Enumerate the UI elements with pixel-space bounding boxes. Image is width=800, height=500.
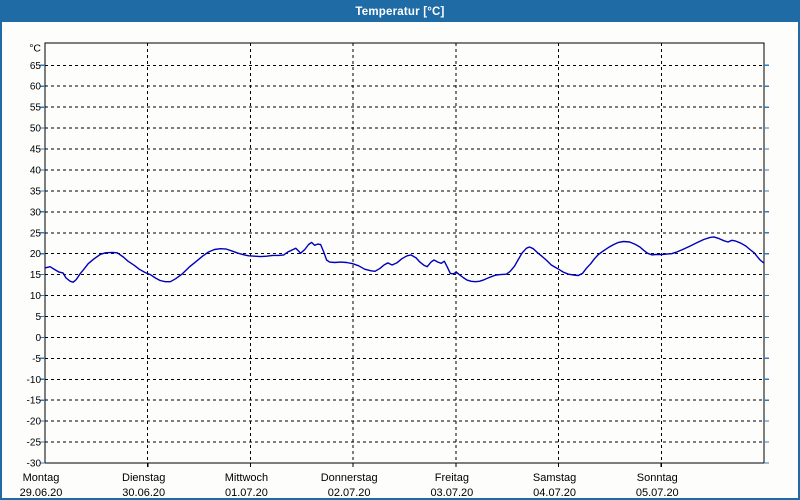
x-axis-day-label: Mittwoch <box>225 472 268 484</box>
y-axis-tick-label: 55 <box>30 103 42 114</box>
y-axis-tick-label: 0 <box>35 333 41 344</box>
y-axis-tick-label: 45 <box>30 145 42 156</box>
y-axis-tick-label: -5 <box>32 354 41 365</box>
x-axis-day-label: Donnerstag <box>321 472 378 484</box>
y-axis-tick-label: 50 <box>30 124 42 135</box>
y-axis-tick-label: -25 <box>27 438 42 449</box>
plot-border <box>44 42 765 464</box>
y-axis-tick-label: -15 <box>27 396 42 407</box>
x-axis-date-label: 03.07.20 <box>430 487 473 498</box>
temperature-curve <box>44 236 764 283</box>
y-axis-tick-label: 30 <box>30 207 42 218</box>
x-axis-day-label: Sonntag <box>637 472 678 484</box>
x-axis-date-label: 29.06.20 <box>20 487 63 498</box>
x-axis-day-label: Montag <box>23 472 60 484</box>
y-axis-unit-label: °C <box>29 42 41 54</box>
y-axis-tick-label: 10 <box>30 291 42 302</box>
y-axis-tick-label: 60 <box>30 82 42 93</box>
x-axis-date-label: 30.06.20 <box>122 487 165 498</box>
window-titlebar: Temperatur [°C] <box>2 2 798 22</box>
y-axis-tick-label: -20 <box>27 417 42 428</box>
x-axis-day-label: Freitag <box>435 472 469 484</box>
y-axis-tick-label: 65 <box>30 61 42 72</box>
window-title: Temperatur [°C] <box>355 6 445 18</box>
x-axis-date-label: 05.07.20 <box>636 487 679 498</box>
x-axis-date-label: 01.07.20 <box>225 487 268 498</box>
y-axis-tick-label: 25 <box>30 228 42 239</box>
y-axis-tick-label: 35 <box>30 186 42 197</box>
y-axis-tick-label: 5 <box>35 312 41 323</box>
y-axis-tick-label: 20 <box>30 249 42 260</box>
y-axis-tick-label: -30 <box>27 459 42 470</box>
y-axis-tick-label: 15 <box>30 270 42 281</box>
x-axis-day-label: Samstag <box>533 472 576 484</box>
y-axis-tick-label: 40 <box>30 165 42 176</box>
x-axis-date-label: 04.07.20 <box>533 487 576 498</box>
x-axis-day-label: Dienstag <box>122 472 165 484</box>
x-axis-date-label: 02.07.20 <box>328 487 371 498</box>
y-axis-tick-label: -10 <box>27 375 42 386</box>
